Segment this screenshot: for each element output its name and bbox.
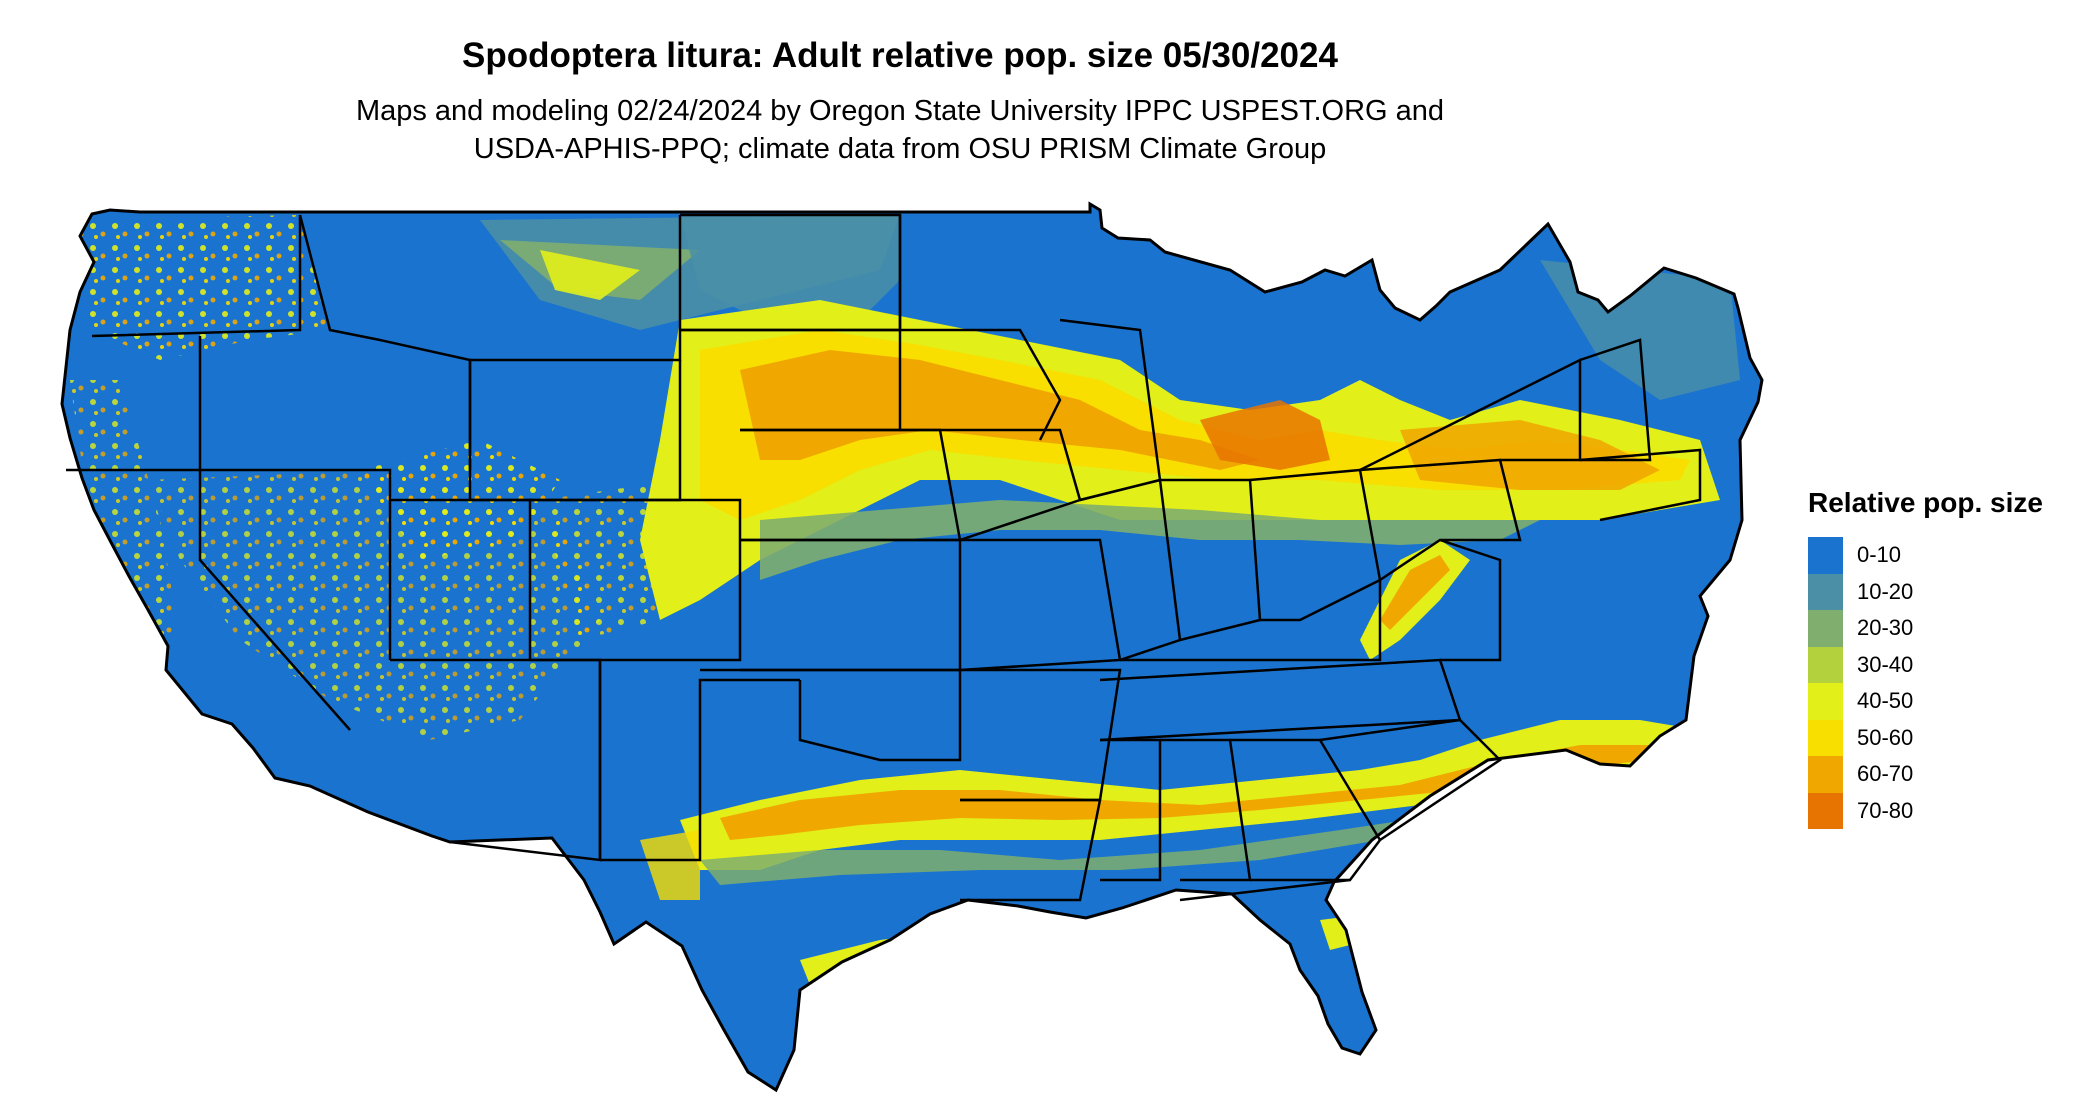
legend-label: 30-40 [1857,651,1914,677]
border-alabama [1160,738,1252,882]
border-massachusetts [1579,448,1702,522]
new-mexico-yellow [640,830,700,900]
border-illinois [1079,478,1182,662]
border-california-nevada [198,470,351,731]
border-oklahoma [700,668,962,762]
new-york-orange-zone [1400,420,1660,490]
california-coast-zone [70,380,180,640]
montana-yellow-zone [540,250,640,300]
border-indiana [1160,478,1262,642]
legend-swatch [1808,719,1843,756]
legend-item: 30-40 [1808,646,2088,683]
northern-band-orange [740,350,1260,470]
legend-swatch [1808,756,1843,793]
legend-label: 50-60 [1857,724,1914,750]
legend-item: 50-60 [1808,719,2088,756]
legend-label: 10-20 [1857,578,1914,604]
border-mississippi [1100,738,1162,882]
border-kentucky [1120,580,1382,662]
border-carolinas [1319,718,1502,842]
border-pennsylvania [1359,458,1522,542]
legend-item: 0-10 [1808,537,2088,574]
border-iowa [900,428,1082,542]
michigan-hotspot [1200,400,1330,470]
border-tennessee [1099,658,1462,742]
subtitle-line-1: Maps and modeling 02/24/2024 by Oregon S… [355,95,1445,127]
border-texas-panhandle [600,678,800,862]
border-virginia [1379,538,1502,662]
legend-item: 70-80 [1808,792,2088,829]
map-subtitle: Maps and modeling 02/24/2024 by Oregon S… [0,92,1800,168]
border-louisiana [960,798,1102,902]
legend-swatch [1808,537,1843,574]
map-fill-layer [62,204,1762,1090]
legend-swatch [1808,646,1843,683]
legend-label: 20-30 [1857,615,1914,641]
north-dakota-teal-zone [680,215,900,320]
pacific-northwest-zone [80,215,330,360]
border-washington [91,215,302,338]
legend: Relative pop. size 0-10 10-20 20-30 30-40 40… [1808,487,2088,829]
legend-label: 60-70 [1857,761,1914,787]
state-borders [66,213,1702,902]
legend-title: Relative pop. size [1808,487,2043,518]
northern-band-green-edge [760,500,1540,580]
legend-swatch [1808,683,1843,720]
legend-item: 40-50 [1808,683,2088,720]
subtitle-line-2: USDA-APHIS-PPQ; climate data from OSU PR… [473,133,1327,165]
legend-items: 0-10 10-20 20-30 30-40 40-50 50-60 60-70 70-80 [1808,537,2088,829]
southern-band-orange [720,745,1660,840]
legend-swatch [1808,610,1843,647]
legend-label: 40-50 [1857,688,1914,714]
legend-swatch [1808,573,1843,610]
southern-band-green-edge [700,815,1440,885]
legend-label: 0-10 [1857,542,1902,568]
border-minnesota [898,215,1062,441]
appalachian-orange [1380,555,1450,630]
border-vermont-nh [1579,338,1652,462]
southern-band-yellow [680,720,1700,870]
legend-item: 60-70 [1808,756,2088,793]
legend-item: 20-30 [1808,610,2088,647]
legend-item: 10-20 [1808,573,2088,610]
border-missouri [959,538,1122,672]
legend-swatch [1808,792,1843,829]
map-title: Spodoptera litura: Adult relative pop. s… [462,36,1338,75]
border-nevada-utah [200,468,392,660]
legend-label: 70-80 [1857,797,1914,823]
border-colorado [530,498,742,662]
border-florida [1179,878,1351,902]
